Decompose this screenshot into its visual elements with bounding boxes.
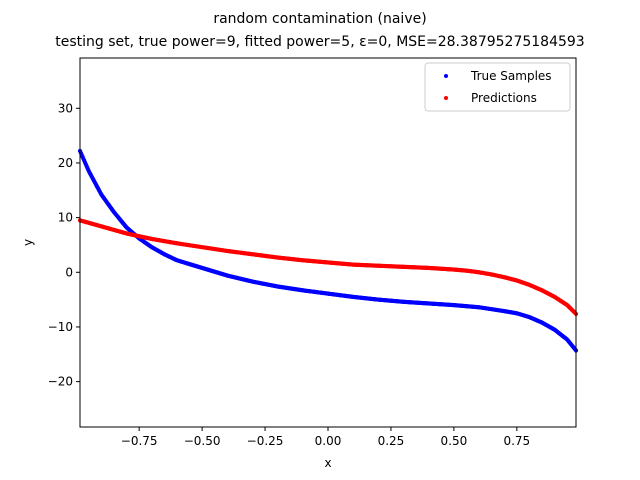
x-axis-ticks: −0.75 −0.50 −0.25 0.00 0.25 0.50 0.75 xyxy=(121,427,530,448)
y-tick-label: 0 xyxy=(65,265,73,279)
legend-marker-predictions xyxy=(444,96,448,100)
chart-subtitle: testing set, true power=9, fitted power=… xyxy=(55,34,584,50)
y-tick-label: 10 xyxy=(58,211,73,225)
y-tick-label: −10 xyxy=(48,320,73,334)
y-tick-label: 20 xyxy=(58,156,73,170)
x-axis-label: x xyxy=(324,456,331,470)
plot-area-frame xyxy=(79,57,577,428)
legend: True Samples Predictions xyxy=(424,62,571,112)
x-tick-label: −0.75 xyxy=(121,434,158,448)
y-tick-label: −20 xyxy=(48,375,73,389)
legend-label-true-samples: True Samples xyxy=(470,69,552,83)
legend-box xyxy=(424,62,571,112)
x-tick-label: −0.25 xyxy=(247,434,284,448)
legend-marker-true-samples xyxy=(444,74,448,78)
y-axis-ticks: 30 20 10 0 −10 −20 xyxy=(48,101,80,389)
x-tick-label: 0.25 xyxy=(378,434,405,448)
y-axis-label: y xyxy=(21,239,35,246)
legend-label-predictions: Predictions xyxy=(471,91,537,105)
x-tick-label: 0.75 xyxy=(503,434,530,448)
x-tick-label: 0.50 xyxy=(441,434,468,448)
chart-title: random contamination (naive) xyxy=(213,11,426,27)
data-marks xyxy=(77,148,579,353)
x-tick-label: −0.50 xyxy=(184,434,221,448)
y-tick-label: 30 xyxy=(58,101,73,115)
x-tick-label: 0.00 xyxy=(315,434,342,448)
